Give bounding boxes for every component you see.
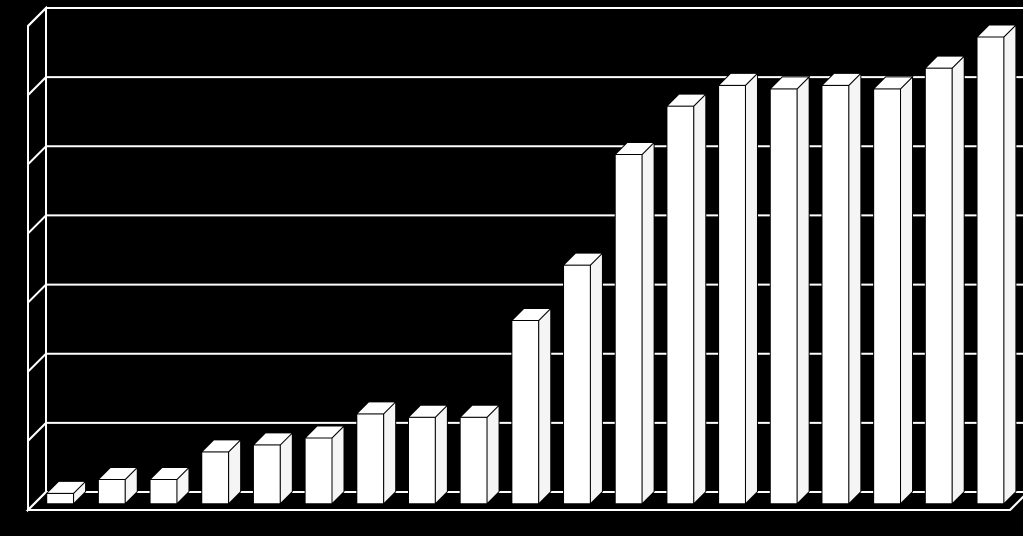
bar-chart-3d	[0, 0, 1023, 536]
sidewall-front-edge	[0, 0, 1023, 536]
